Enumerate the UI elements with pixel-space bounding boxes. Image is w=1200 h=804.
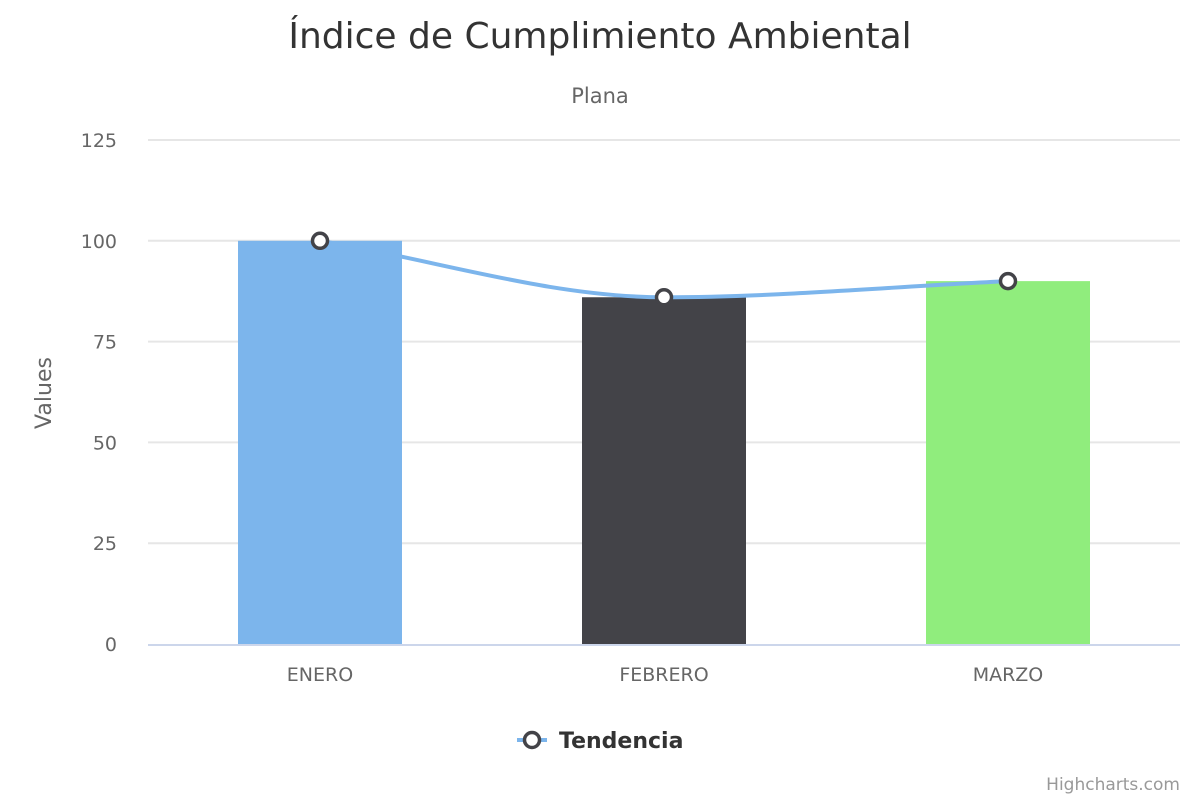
- legend[interactable]: Tendencia: [517, 729, 683, 754]
- bar[interactable]: [926, 281, 1090, 644]
- bar[interactable]: [238, 240, 402, 645]
- y-axis-tick-labels: 0 25 50 75 100 125: [81, 130, 117, 656]
- legend-symbol-marker: [522, 730, 542, 750]
- bars: [238, 240, 1090, 645]
- y-tick-label: 75: [93, 332, 117, 354]
- y-tick-label: 50: [93, 432, 117, 454]
- series-marker[interactable]: [310, 231, 330, 251]
- x-tick-label: ENERO: [287, 664, 353, 686]
- x-tick-label: FEBRERO: [619, 664, 708, 686]
- chart-subtitle: Plana: [571, 84, 629, 108]
- credits-link[interactable]: Highcharts.com: [1046, 775, 1180, 795]
- series-markers: [310, 231, 1018, 307]
- x-axis-tick-labels: ENERO FEBRERO MARZO: [287, 664, 1043, 686]
- y-tick-label: 25: [93, 533, 117, 555]
- legend-item-label[interactable]: Tendencia: [559, 729, 683, 754]
- series-marker[interactable]: [998, 271, 1018, 291]
- y-tick-label: 125: [81, 130, 117, 152]
- y-tick-label: 0: [105, 634, 117, 656]
- chart-title: Índice de Cumplimiento Ambiental: [288, 15, 911, 57]
- x-tick-label: MARZO: [973, 664, 1044, 686]
- series-marker[interactable]: [654, 287, 674, 307]
- bar[interactable]: [582, 297, 746, 644]
- y-tick-label: 100: [81, 231, 117, 253]
- y-axis-title: Values: [32, 357, 57, 429]
